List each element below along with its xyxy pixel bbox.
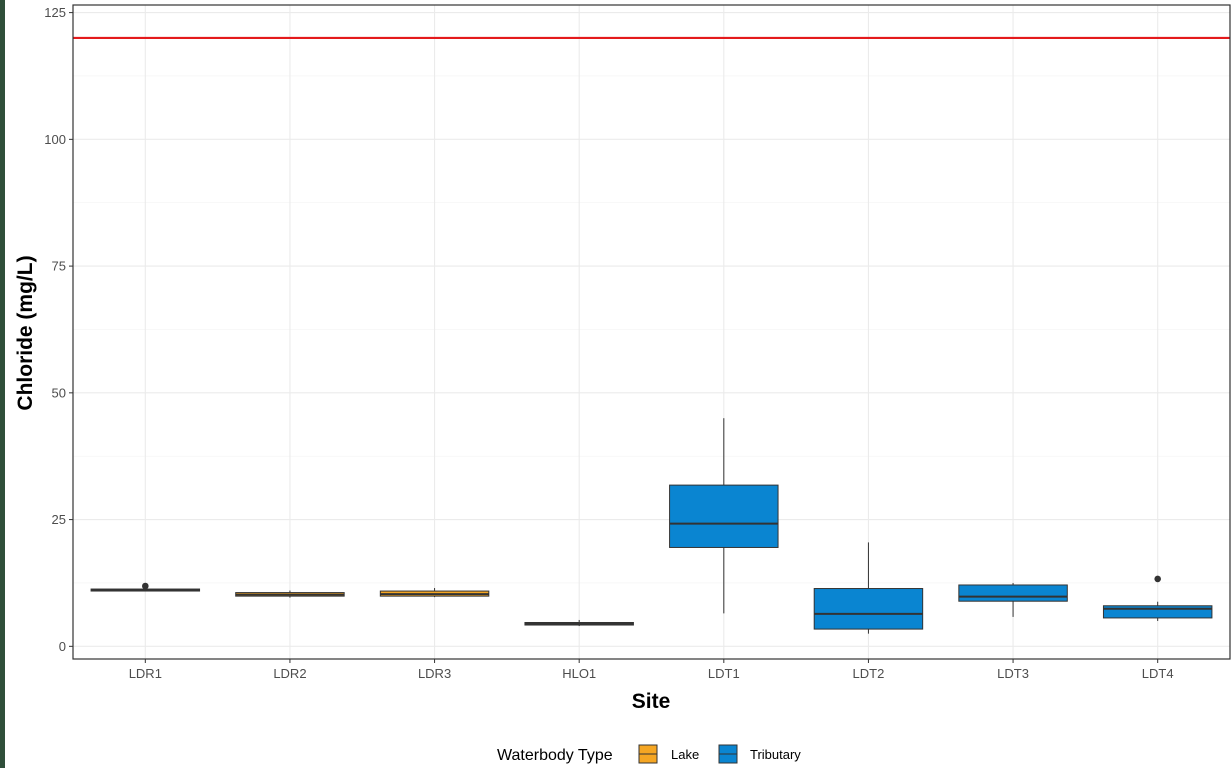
y-axis-title: Chloride (mg/L) — [14, 255, 37, 410]
x-axis-title: Site — [632, 690, 671, 713]
x-tick-label-ldt3: LDT3 — [997, 666, 1029, 681]
y-tick-label: 25 — [52, 512, 66, 527]
box-ldt3 — [958, 582, 1068, 617]
y-tick-label: 75 — [52, 259, 66, 274]
box-iqr — [813, 588, 924, 630]
x-tick-label-ldr2: LDR2 — [273, 666, 306, 681]
outlier-point — [142, 582, 149, 590]
legend-label-lake: Lake — [671, 747, 699, 762]
box-iqr — [669, 484, 779, 548]
outlier-point — [1154, 575, 1161, 583]
y-tick-label: 50 — [52, 385, 66, 400]
x-tick-label-ldt4: LDT4 — [1142, 666, 1174, 681]
y-tick-label: 0 — [59, 639, 66, 654]
boxes — [90, 418, 1213, 634]
plot-panel-border — [72, 4, 1231, 660]
left-edge-strip — [0, 0, 5, 768]
legend-title: Waterbody Type — [497, 747, 613, 764]
x-tick-label-ldr3: LDR3 — [418, 666, 451, 681]
legend-key-tributary — [718, 744, 738, 764]
box-ldr3 — [379, 588, 490, 598]
box-hlo1 — [524, 619, 634, 627]
box-iqr — [1102, 605, 1213, 619]
y-tick-label: 125 — [44, 5, 66, 20]
legend: Waterbody Type Lake Tributary — [497, 744, 801, 764]
box-ldr2 — [235, 590, 345, 598]
y-axis-ticks: 0 25 50 75 100 125 — [44, 5, 73, 654]
x-tick-label-ldt1: LDT1 — [708, 666, 740, 681]
box-iqr — [958, 584, 1068, 602]
x-tick-label-hlo1: HLO1 — [562, 666, 596, 681]
x-tick-label-ldr1: LDR1 — [129, 666, 162, 681]
box-ldt2 — [813, 542, 924, 634]
x-axis-ticks: LDR1 LDR2 LDR3 HLO1 LDT1 LDT2 LDT3 LDT4 — [129, 659, 1174, 681]
legend-key-lake — [638, 744, 658, 764]
box-ldt4 — [1102, 575, 1213, 621]
y-tick-label: 100 — [44, 132, 66, 147]
box-ldr1 — [90, 582, 201, 592]
legend-label-tributary: Tributary — [750, 747, 801, 762]
box-ldt1 — [669, 418, 779, 614]
gridlines — [73, 5, 1230, 659]
x-tick-label-ldt2: LDT2 — [853, 666, 885, 681]
